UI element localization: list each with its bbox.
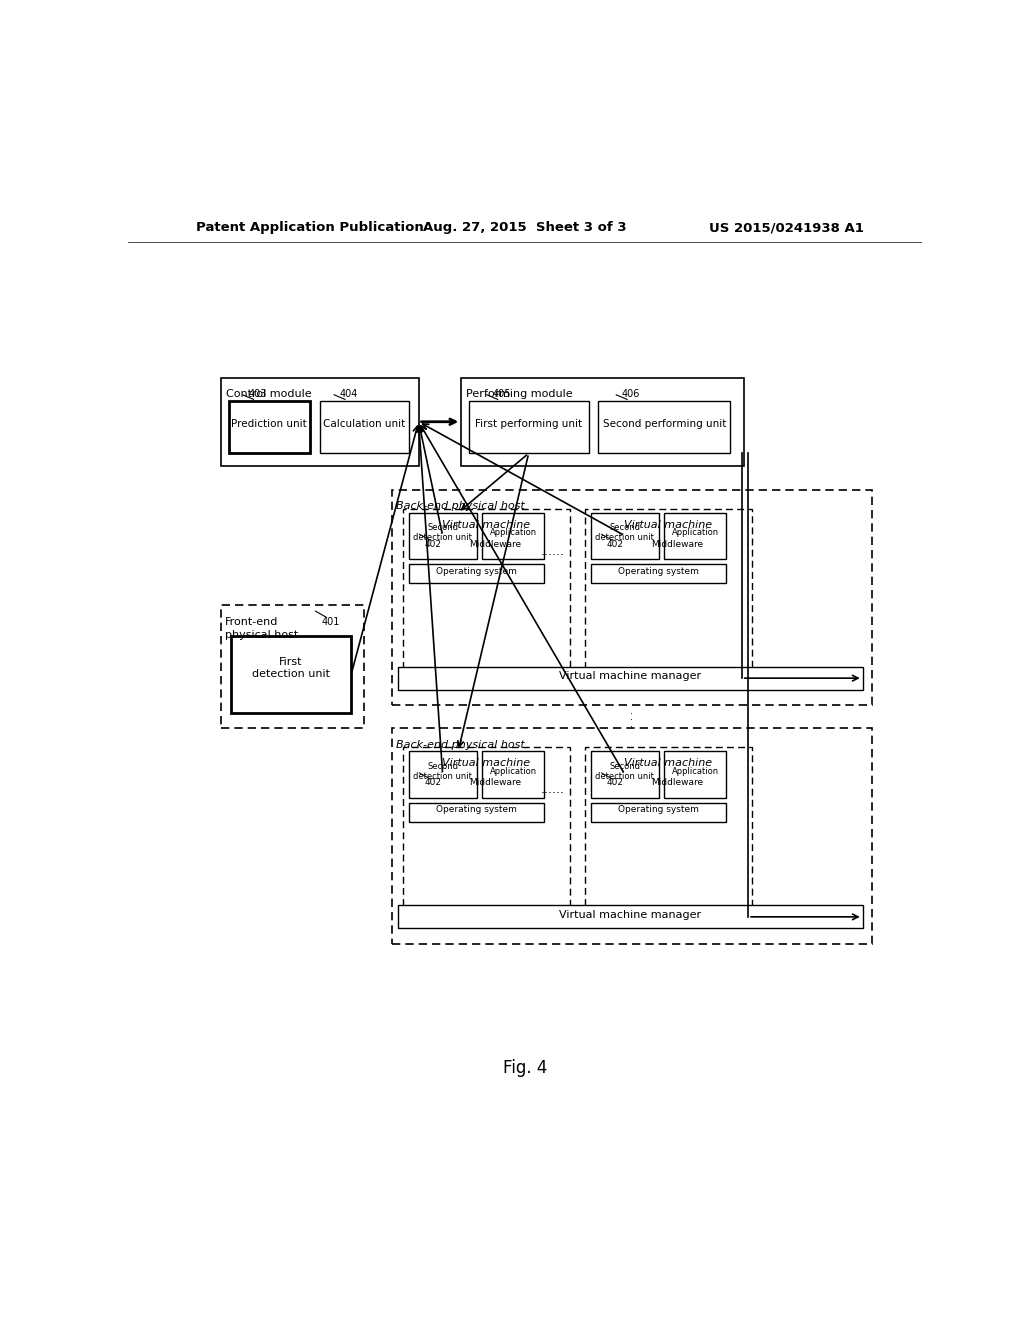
Text: Front-end: Front-end	[225, 616, 279, 627]
Text: 406: 406	[622, 388, 640, 399]
Text: Second
detection unit: Second detection unit	[595, 523, 654, 543]
Text: Virtual machine: Virtual machine	[624, 520, 713, 529]
Text: Aug. 27, 2015  Sheet 3 of 3: Aug. 27, 2015 Sheet 3 of 3	[423, 222, 627, 234]
Text: Application: Application	[489, 528, 537, 537]
Bar	[409, 564, 544, 583]
Bar	[591, 512, 658, 558]
Text: Back-end physical host: Back-end physical host	[396, 739, 525, 750]
Text: 403: 403	[248, 388, 266, 399]
Text: Middleware: Middleware	[651, 779, 703, 787]
Text: Virtual machine manager: Virtual machine manager	[559, 909, 701, 920]
Text: Second
detection unit: Second detection unit	[414, 523, 472, 543]
Text: physical host: physical host	[225, 630, 298, 640]
Bar	[403, 508, 569, 678]
Text: Application: Application	[672, 528, 719, 537]
Text: Middleware: Middleware	[469, 540, 521, 549]
Text: Second performing unit: Second performing unit	[602, 418, 726, 429]
Text: .: .	[630, 706, 633, 717]
Bar	[231, 636, 351, 713]
Bar	[409, 751, 477, 797]
Bar	[397, 906, 862, 928]
Bar	[591, 564, 726, 583]
Text: Patent Application Publication: Patent Application Publication	[197, 222, 424, 234]
Text: 401: 401	[322, 616, 340, 627]
Text: Operating system: Operating system	[435, 805, 516, 814]
Bar	[591, 751, 658, 797]
Text: ......: ......	[541, 783, 564, 796]
Text: Fig. 4: Fig. 4	[503, 1059, 547, 1077]
Text: Operating system: Operating system	[435, 566, 516, 576]
Text: Operating system: Operating system	[617, 566, 698, 576]
Text: .: .	[630, 713, 633, 722]
Text: Prediction unit: Prediction unit	[231, 418, 307, 429]
Bar	[469, 401, 589, 453]
Text: Second
detection unit: Second detection unit	[595, 762, 654, 781]
Text: Middleware: Middleware	[651, 540, 703, 549]
Text: US 2015/0241938 A1: US 2015/0241938 A1	[710, 222, 864, 234]
Text: Application: Application	[672, 767, 719, 776]
Text: 402: 402	[607, 540, 624, 549]
Text: First
detection unit: First detection unit	[252, 657, 330, 678]
Bar	[586, 508, 752, 678]
Text: Performing module: Performing module	[466, 389, 572, 400]
Text: 404: 404	[340, 388, 358, 399]
Text: 402: 402	[607, 779, 624, 787]
Text: Control module: Control module	[225, 389, 311, 400]
Bar	[482, 751, 544, 797]
Bar	[665, 512, 726, 558]
Text: 405: 405	[493, 388, 511, 399]
Text: Application: Application	[489, 767, 537, 776]
Text: Back-end physical host: Back-end physical host	[396, 502, 525, 511]
Bar	[409, 803, 544, 822]
Bar	[665, 751, 726, 797]
Bar	[221, 378, 419, 466]
Bar	[403, 747, 569, 917]
Text: Virtual machine: Virtual machine	[442, 520, 530, 529]
Bar	[482, 512, 544, 558]
Bar	[598, 401, 730, 453]
Bar	[409, 512, 477, 558]
Text: 402: 402	[425, 540, 441, 549]
Text: Calculation unit: Calculation unit	[324, 418, 406, 429]
Bar	[228, 401, 310, 453]
Text: ......: ......	[541, 545, 564, 557]
Text: Middleware: Middleware	[469, 779, 521, 787]
Text: Second
detection unit: Second detection unit	[414, 762, 472, 781]
Text: Operating system: Operating system	[617, 805, 698, 814]
Bar	[221, 605, 365, 729]
Text: Virtual machine: Virtual machine	[624, 758, 713, 768]
Text: Virtual machine: Virtual machine	[442, 758, 530, 768]
Text: .: .	[630, 718, 633, 729]
Bar	[391, 490, 872, 705]
Text: 402: 402	[425, 779, 441, 787]
Bar	[321, 401, 410, 453]
Text: Virtual machine manager: Virtual machine manager	[559, 671, 701, 681]
Text: First performing unit: First performing unit	[475, 418, 583, 429]
Bar	[591, 803, 726, 822]
Bar	[461, 378, 744, 466]
Bar	[391, 729, 872, 944]
Bar	[397, 667, 862, 689]
Bar	[586, 747, 752, 917]
